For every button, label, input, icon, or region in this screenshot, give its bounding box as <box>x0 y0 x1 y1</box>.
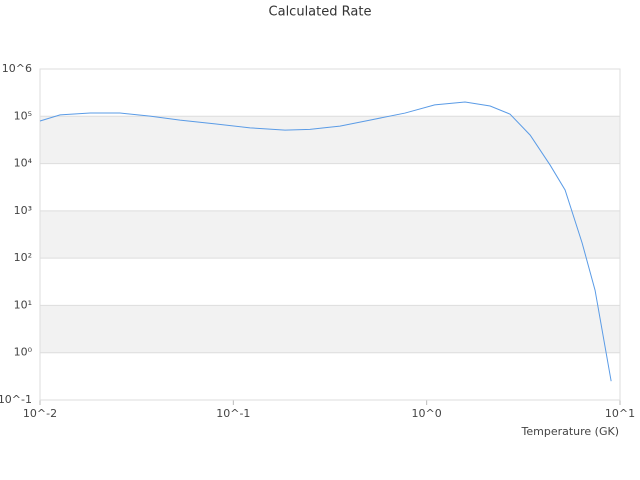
plot-frame <box>39 68 621 401</box>
grid-band <box>40 305 620 353</box>
y-tick-label: 10² <box>14 251 32 264</box>
y-tick-label: 10^-1 <box>0 393 32 406</box>
y-tick-label: 10^6 <box>2 62 32 75</box>
x-tick-label: 10^-1 <box>216 407 250 420</box>
x-axis-label: Temperature (GK) <box>521 425 620 438</box>
grid-band <box>40 210 620 259</box>
x-tick-label: 10^-2 <box>23 407 57 420</box>
chart-title: Calculated Rate <box>269 5 372 20</box>
grid-band <box>40 116 620 164</box>
y-tick-label: 10⁵ <box>14 109 32 122</box>
x-tick-label: 10^0 <box>412 407 442 420</box>
x-tick-label: 10^1 <box>605 407 635 420</box>
y-tick-label: 10¹ <box>14 298 32 311</box>
y-tick-label: 10⁰ <box>14 346 33 359</box>
y-tick-label: 10⁴ <box>14 157 33 170</box>
data-line <box>39 101 612 382</box>
y-tick-label: 10³ <box>14 204 32 217</box>
